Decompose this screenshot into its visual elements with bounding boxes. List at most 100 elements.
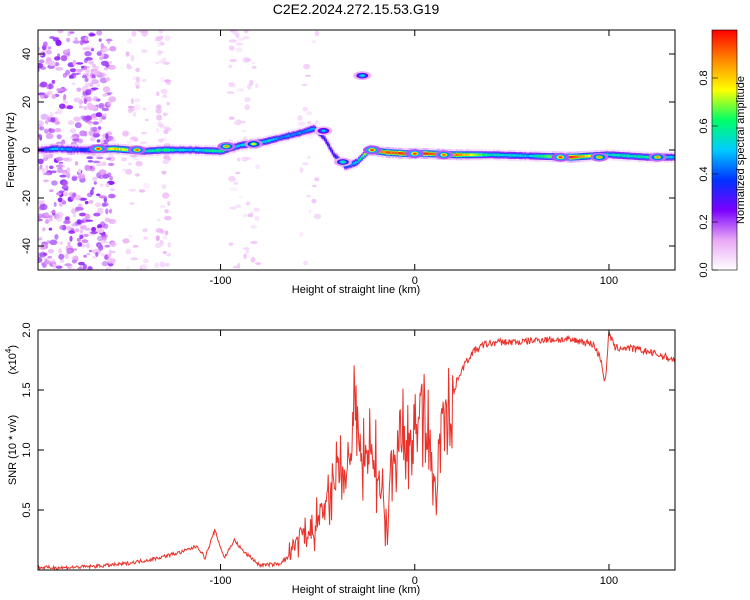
ridge-cell (643, 155, 646, 159)
noise-speckle (100, 252, 106, 257)
ridge-cell (83, 148, 85, 152)
noise-speckle (53, 201, 57, 207)
ridge-cell (44, 148, 46, 151)
noise-speckle (61, 200, 67, 205)
noise-speckle (87, 102, 93, 109)
ridge-cell (47, 148, 50, 151)
noise-speckle (162, 251, 167, 254)
noise-speckle (102, 202, 109, 207)
ridge-cell (75, 148, 78, 151)
noise-speckle (44, 221, 48, 224)
ridge-cell (625, 154, 628, 157)
noise-speckle (97, 224, 103, 229)
noise-speckle (109, 188, 116, 192)
ridge-cell (482, 153, 485, 156)
ridge-cell (336, 156, 339, 160)
ridge-cell (382, 150, 385, 154)
noise-speckle (161, 170, 167, 175)
noise-speckle (79, 212, 87, 217)
ridge-cell (485, 153, 488, 156)
noise-speckle (91, 117, 99, 121)
noise-speckle (85, 89, 92, 96)
noise-speckle (158, 50, 164, 54)
noise-speckle (49, 112, 54, 117)
colorbar: 0.0 0.2 0.4 0.6 0.8 Normalized spectral ampl… (698, 29, 747, 278)
noise-speckle (108, 193, 116, 199)
noise-speckle (232, 265, 240, 269)
noise-speckle (142, 228, 148, 233)
ridge-cell (126, 148, 129, 152)
noise-speckle (96, 83, 101, 87)
noise-speckle (88, 60, 94, 65)
noise-speckle (91, 74, 96, 79)
noise-speckle (61, 184, 69, 191)
noise-speckle (164, 209, 169, 214)
ridge-cell (614, 153, 617, 157)
noise-speckle (71, 193, 75, 198)
ridge-cell (381, 150, 384, 153)
noise-speckle (50, 170, 57, 174)
noise-speckle (39, 81, 48, 88)
noise-speckle (97, 207, 104, 213)
ridge-cell (611, 153, 614, 157)
ridge-cell (469, 153, 472, 156)
noise-speckle (77, 242, 83, 247)
ridge-cell (424, 152, 427, 155)
noise-speckle (154, 262, 159, 269)
ridge-cell (45, 148, 48, 151)
noise-speckle (73, 116, 81, 122)
ridge-cell (390, 151, 393, 154)
noise-speckle (49, 239, 58, 246)
noise-speckle (158, 30, 164, 34)
noise-speckle (155, 235, 160, 242)
noise-speckle (138, 189, 146, 193)
ridge-cell (48, 148, 51, 151)
spectrogram-y-tick-label: -20 (21, 190, 33, 206)
noise-speckle (55, 265, 63, 269)
noise-speckle (76, 87, 82, 92)
noise-speckle (236, 37, 245, 42)
noise-speckle (83, 254, 87, 258)
noise-speckle (85, 219, 94, 222)
noise-speckle (87, 96, 92, 102)
noise-speckle (73, 97, 82, 103)
noise-speckle (242, 136, 248, 141)
noise-speckle (59, 174, 67, 178)
ridge-cell (361, 156, 363, 159)
noise-speckle (110, 241, 117, 247)
noise-speckle (165, 126, 170, 131)
noise-speckle (299, 232, 304, 237)
ridge-cell (162, 148, 165, 152)
ridge-cell (524, 154, 527, 157)
ridge-blob (251, 143, 256, 145)
ridge-cell (354, 161, 357, 164)
noise-speckle (228, 242, 234, 247)
noise-speckle (155, 128, 160, 133)
noise-speckle (46, 240, 50, 244)
noise-speckle (91, 79, 99, 85)
ridge-cell (457, 153, 460, 156)
noise-speckle (52, 263, 56, 268)
noise-speckle (57, 167, 63, 174)
noise-speckle (163, 129, 169, 135)
ridge-cell (299, 131, 301, 135)
noise-speckle (86, 192, 93, 198)
ridge-cell (271, 138, 273, 142)
ridge-cell (667, 156, 669, 159)
ridge-cell (182, 148, 185, 152)
noise-speckle (74, 228, 80, 233)
noise-speckle (242, 129, 246, 133)
ridge-cell (185, 148, 188, 152)
noise-speckle (55, 156, 64, 162)
noise-speckle (74, 37, 78, 41)
noise-speckle (58, 202, 63, 207)
noise-speckle (108, 60, 113, 64)
ridge-blob (370, 149, 374, 151)
noise-speckle (58, 190, 65, 193)
ridge-cell (171, 148, 174, 152)
noise-speckle (93, 212, 101, 217)
ridge-cell (190, 148, 193, 152)
ridge-blob (340, 161, 345, 163)
noise-speckle (96, 227, 105, 234)
noise-speckle (81, 75, 88, 79)
